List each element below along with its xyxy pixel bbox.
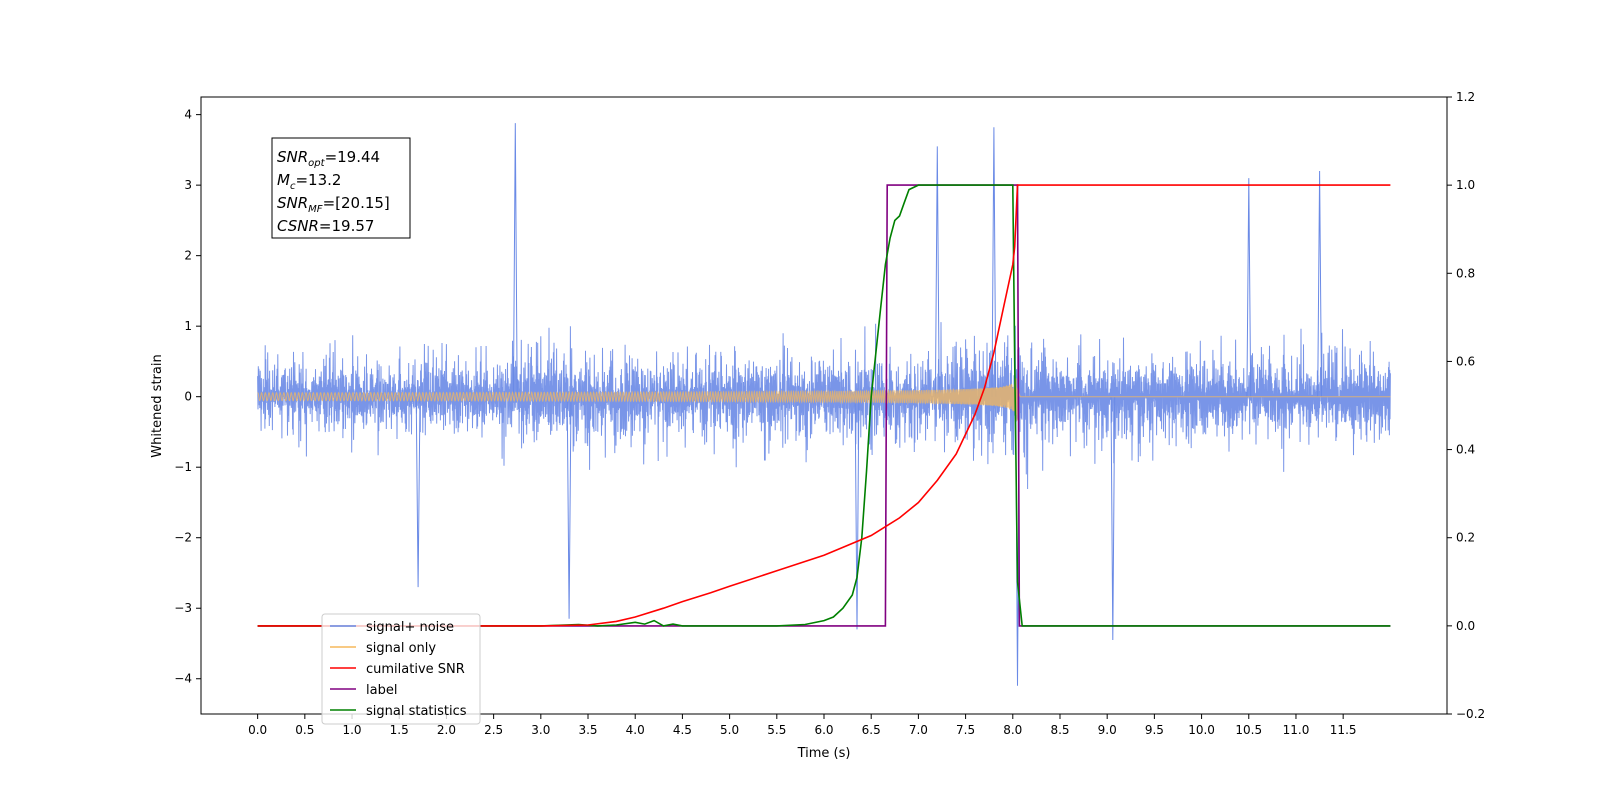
x-tick-label: 10.5 bbox=[1235, 723, 1262, 737]
series-signal-plus-noise bbox=[257, 123, 1391, 686]
y-axis-label: Whitened strain bbox=[150, 354, 165, 457]
y-tick-label: −2 bbox=[174, 531, 192, 545]
noise-spike bbox=[854, 396, 860, 630]
x-tick-label: 3.0 bbox=[531, 723, 550, 737]
y-axis-right: 1.2 1.0 0.8 0.6 0.4 0.2 0.0 −0.2 bbox=[1447, 90, 1485, 721]
signal-only-line bbox=[257, 378, 1391, 421]
noise-spike bbox=[934, 146, 940, 397]
legend-frame bbox=[321, 613, 481, 725]
x-tick-label: 9.5 bbox=[1145, 723, 1164, 737]
y2-tick-label: 0.0 bbox=[1456, 619, 1475, 633]
y2-tick-label: 1.2 bbox=[1456, 90, 1475, 104]
x-axis: 0.0 0.5 1.0 1.5 2.0 2.5 3.0 3.5 4.0 4.5 5.0 5.5 6.0 6… bbox=[248, 714, 1357, 737]
x-tick-label: 5.5 bbox=[767, 723, 786, 737]
noise-spike bbox=[1246, 178, 1252, 397]
y2-tick-label: 0.2 bbox=[1456, 531, 1475, 545]
y2-tick-label: 0.6 bbox=[1456, 354, 1475, 368]
annotation-frame bbox=[271, 137, 411, 239]
signal-plus-noise-line bbox=[257, 322, 1391, 490]
x-tick-label: 8.0 bbox=[1003, 723, 1022, 737]
x-tick-label: 5.0 bbox=[720, 723, 739, 737]
x-tick-label: 10.0 bbox=[1188, 723, 1215, 737]
legend: signal+ noise signal only cumilative SNR la… bbox=[321, 613, 481, 725]
y2-tick-label: −0.2 bbox=[1456, 707, 1485, 721]
annotation-line: Mc=13.2 bbox=[277, 171, 341, 192]
x-tick-label: 11.5 bbox=[1330, 723, 1357, 737]
x-tick-label: 0.0 bbox=[248, 723, 267, 737]
x-tick-label: 3.5 bbox=[578, 723, 597, 737]
legend-entry-label: signal only bbox=[366, 641, 436, 656]
y2-tick-label: 0.4 bbox=[1456, 443, 1475, 457]
x-tick-label: 0.5 bbox=[295, 723, 314, 737]
x-tick-label: 11.0 bbox=[1283, 723, 1310, 737]
y-axis-left: 4 3 2 1 0 −1 −2 −3 −4 bbox=[174, 108, 201, 686]
y-tick-label: 1 bbox=[184, 319, 192, 333]
x-tick-label: 9.0 bbox=[1098, 723, 1117, 737]
y-tick-label: 3 bbox=[184, 178, 192, 192]
x-tick-label: 7.5 bbox=[956, 723, 975, 737]
y-tick-label: −1 bbox=[174, 460, 192, 474]
x-tick-label: 1.0 bbox=[342, 723, 361, 737]
x-tick-label: 6.0 bbox=[814, 723, 833, 737]
y2-tick-label: 1.0 bbox=[1456, 178, 1475, 192]
legend-entry-label: label bbox=[366, 683, 397, 698]
cumulative-snr-line bbox=[257, 184, 1391, 627]
y2-tick-label: 0.8 bbox=[1456, 266, 1475, 280]
legend-entry-label: signal+ noise bbox=[366, 620, 454, 635]
y-tick-label: 4 bbox=[184, 108, 192, 122]
legend-entry-label: signal statistics bbox=[366, 704, 467, 719]
y-tick-label: 0 bbox=[184, 390, 192, 404]
noise-spike bbox=[415, 396, 421, 588]
y-tick-label: −3 bbox=[174, 601, 192, 615]
plot-area bbox=[257, 123, 1391, 686]
annotation-line: SNRMF=[20.15] bbox=[277, 194, 390, 215]
x-tick-label: 2.5 bbox=[484, 723, 503, 737]
series-signal-only bbox=[257, 378, 1391, 421]
annotation-line: SNRopt=19.44 bbox=[277, 148, 380, 169]
x-tick-label: 4.0 bbox=[626, 723, 645, 737]
x-tick-label: 2.0 bbox=[437, 723, 456, 737]
x-tick-label: 1.5 bbox=[390, 723, 409, 737]
x-tick-label: 6.5 bbox=[862, 723, 881, 737]
y-tick-label: 2 bbox=[184, 249, 192, 263]
noise-spike bbox=[566, 396, 572, 619]
annotation-line: CSNR=19.57 bbox=[277, 217, 374, 235]
series-cumulative-snr bbox=[257, 184, 1391, 627]
series-signal-statistics bbox=[257, 184, 1391, 627]
x-tick-label: 4.5 bbox=[673, 723, 692, 737]
noise-spike bbox=[1110, 396, 1116, 641]
legend-entry-label: cumilative SNR bbox=[366, 662, 465, 677]
x-tick-label: 8.5 bbox=[1050, 723, 1069, 737]
signal-statistics-line bbox=[257, 184, 1391, 627]
y-tick-label: −4 bbox=[174, 672, 192, 686]
noise-spike bbox=[1317, 170, 1322, 397]
noise-spike bbox=[512, 123, 518, 397]
x-axis-label: Time (s) bbox=[797, 746, 851, 761]
noise-spike bbox=[991, 127, 997, 397]
x-tick-label: 7.0 bbox=[909, 723, 928, 737]
